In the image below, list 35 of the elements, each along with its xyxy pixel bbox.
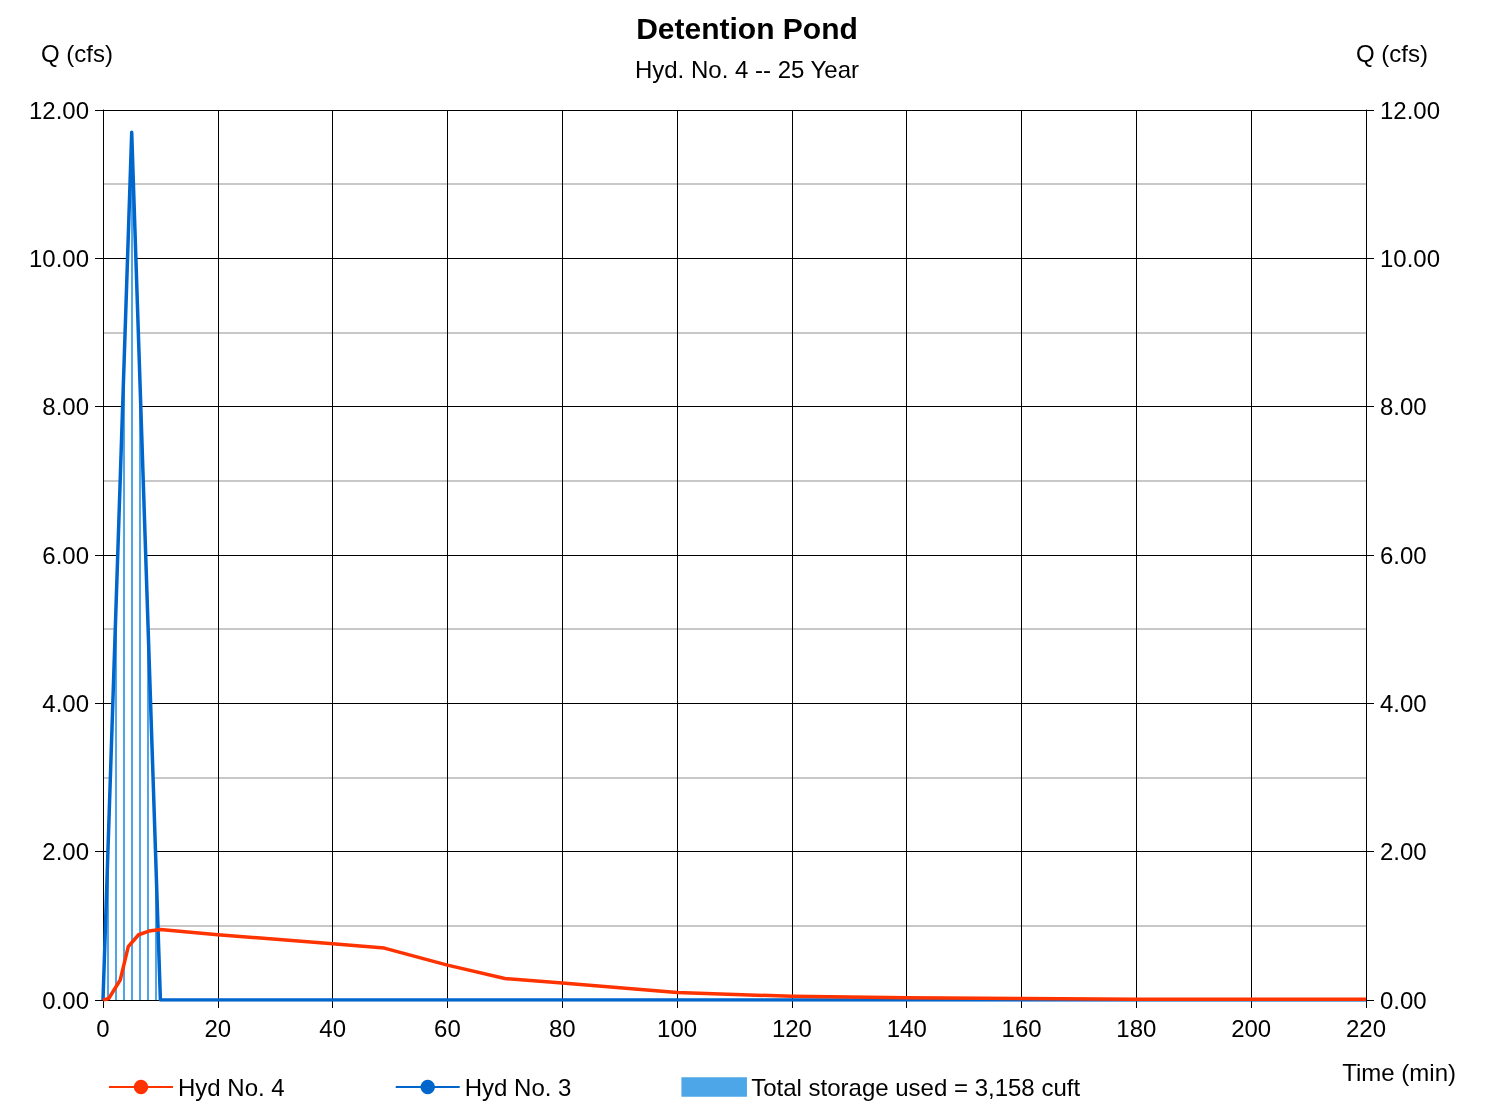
legend-label: Hyd No. 4: [178, 1073, 285, 1101]
y-tick-label: 4.00: [42, 689, 89, 717]
y-tick-label: 10.00: [28, 244, 89, 272]
legend-label: Hyd No. 3: [464, 1073, 572, 1101]
y2-tick-label: 6.00: [1380, 541, 1427, 569]
y2-tick-label: 10.00: [1380, 244, 1441, 272]
y2-tick-label: 0.00: [1380, 986, 1427, 1014]
legend-label: Total storage used = 3,158 cuft: [751, 1073, 1081, 1101]
line-series: [101, 927, 1368, 1002]
y-tick-label: 0.00: [42, 986, 89, 1014]
chart-subtitle: Hyd. No. 4 -- 25 Year: [634, 55, 860, 83]
y2-tick-label: 12.00: [1380, 96, 1441, 124]
x-tick-label: 140: [886, 1014, 927, 1042]
y-tick-label: 12.00: [28, 96, 89, 124]
x-tick-label: 0: [96, 1014, 110, 1042]
x-tick-label: 220: [1345, 1014, 1387, 1042]
x-tick-label: 40: [319, 1014, 346, 1042]
y2-tick-label: 8.00: [1380, 393, 1427, 421]
y2-tick-label: 4.00: [1380, 689, 1427, 717]
x-tick-label: 180: [1116, 1014, 1157, 1042]
x-tick-label: 160: [1001, 1014, 1042, 1042]
x-tick-label: 60: [434, 1014, 461, 1042]
y-axis-title: Q (cfs): [41, 39, 113, 67]
x-axis-title: Time (min): [1342, 1058, 1456, 1086]
y-tick-label: 8.00: [42, 393, 89, 421]
y2-tick-label: 2.00: [1380, 838, 1427, 866]
chart-title: Detention Pond: [636, 11, 858, 45]
x-tick-label: 100: [657, 1014, 698, 1042]
x-tick-label: 200: [1231, 1014, 1272, 1042]
y-tick-label: 6.00: [42, 541, 89, 569]
x-tick-label: 120: [771, 1014, 812, 1042]
x-tick-label: 80: [548, 1014, 576, 1042]
y-tick-label: 2.00: [42, 838, 89, 866]
y2-axis-title: Q (cfs): [1356, 39, 1428, 67]
x-tick-label: 20: [204, 1014, 232, 1042]
